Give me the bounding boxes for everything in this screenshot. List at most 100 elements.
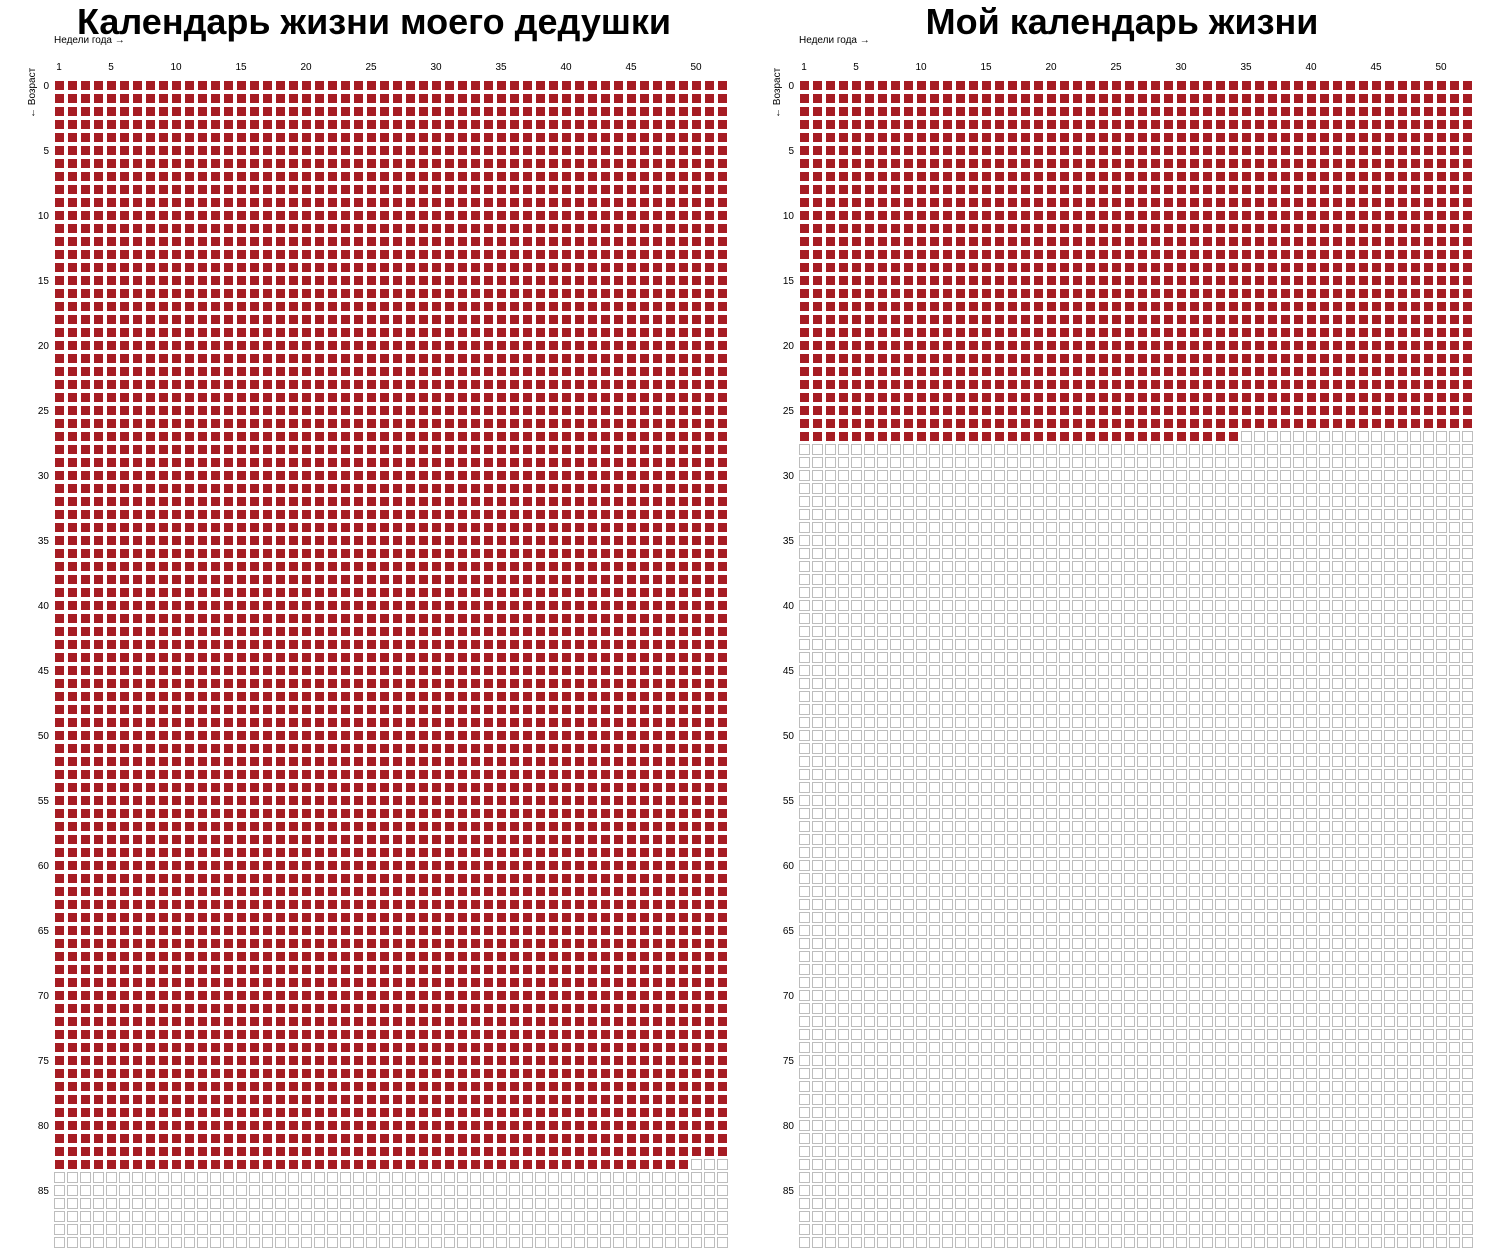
lived-week-cell	[67, 782, 78, 793]
lived-week-cell	[197, 717, 208, 728]
lived-week-cell	[327, 353, 338, 364]
lived-week-cell	[249, 80, 260, 91]
lived-week-cell	[54, 119, 65, 130]
future-week-cell	[600, 1198, 611, 1209]
lived-week-cell	[444, 652, 455, 663]
lived-week-cell	[145, 795, 156, 806]
lived-week-cell	[119, 548, 130, 559]
lived-week-cell	[522, 171, 533, 182]
lived-week-cell	[496, 184, 507, 195]
lived-week-cell	[405, 483, 416, 494]
lived-week-cell	[80, 1146, 91, 1157]
lived-week-cell	[457, 574, 468, 585]
lived-week-cell	[418, 1042, 429, 1053]
lived-week-cell	[665, 665, 676, 676]
lived-week-cell	[171, 275, 182, 286]
lived-week-cell	[574, 912, 585, 923]
lived-week-cell	[392, 1042, 403, 1053]
lived-week-cell	[392, 1055, 403, 1066]
lived-week-cell	[457, 93, 468, 104]
lived-week-cell	[275, 730, 286, 741]
lived-week-cell	[327, 522, 338, 533]
lived-week-cell	[119, 80, 130, 91]
lived-week-cell	[223, 262, 234, 273]
lived-week-cell	[1332, 93, 1343, 104]
lived-week-cell	[314, 730, 325, 741]
lived-week-cell	[704, 782, 715, 793]
lived-week-cell	[548, 1016, 559, 1027]
lived-week-cell	[210, 262, 221, 273]
lived-week-cell	[197, 379, 208, 390]
lived-week-cell	[548, 236, 559, 247]
lived-week-cell	[717, 639, 728, 650]
lived-week-cell	[314, 860, 325, 871]
lived-week-cell	[275, 847, 286, 858]
lived-week-cell	[470, 1081, 481, 1092]
lived-week-cell	[275, 626, 286, 637]
lived-week-cell	[574, 132, 585, 143]
lived-week-cell	[470, 587, 481, 598]
lived-week-cell	[613, 444, 624, 455]
lived-week-cell	[275, 418, 286, 429]
lived-week-cell	[119, 834, 130, 845]
lived-week-cell	[249, 132, 260, 143]
lived-week-cell	[522, 795, 533, 806]
lived-week-cell	[145, 1055, 156, 1066]
lived-week-cell	[483, 1146, 494, 1157]
lived-week-cell	[496, 1055, 507, 1066]
lived-week-cell	[418, 392, 429, 403]
future-week-cell	[236, 1172, 247, 1183]
lived-week-cell	[665, 548, 676, 559]
future-week-cell	[600, 1237, 611, 1248]
lived-week-cell	[145, 314, 156, 325]
lived-week-cell	[353, 249, 364, 260]
lived-week-cell	[691, 990, 702, 1001]
lived-week-cell	[678, 1068, 689, 1079]
lived-week-cell	[496, 821, 507, 832]
lived-week-cell	[470, 418, 481, 429]
lived-week-cell	[275, 392, 286, 403]
lived-week-cell	[587, 639, 598, 650]
lived-week-cell	[262, 1068, 273, 1079]
lived-week-cell	[1462, 93, 1473, 104]
lived-week-cell	[574, 1042, 585, 1053]
lived-week-cell	[678, 808, 689, 819]
lived-week-cell	[184, 496, 195, 507]
future-week-cell	[366, 1237, 377, 1248]
lived-week-cell	[691, 210, 702, 221]
lived-week-cell	[301, 860, 312, 871]
lived-week-cell	[236, 587, 247, 598]
lived-week-cell	[548, 223, 559, 234]
lived-week-cell	[223, 132, 234, 143]
future-week-cell	[457, 1198, 468, 1209]
lived-week-cell	[470, 132, 481, 143]
lived-week-cell	[626, 327, 637, 338]
lived-week-cell	[665, 639, 676, 650]
lived-week-cell	[327, 171, 338, 182]
lived-week-cell	[327, 119, 338, 130]
lived-week-cell	[548, 873, 559, 884]
lived-week-cell	[574, 249, 585, 260]
lived-week-cell	[548, 964, 559, 975]
lived-week-cell	[522, 1159, 533, 1170]
lived-week-cell	[262, 938, 273, 949]
lived-week-cell	[405, 691, 416, 702]
lived-week-cell	[470, 314, 481, 325]
lived-week-cell	[613, 886, 624, 897]
lived-week-cell	[496, 301, 507, 312]
lived-week-cell	[864, 93, 875, 104]
lived-week-cell	[483, 1068, 494, 1079]
lived-week-cell	[67, 821, 78, 832]
lived-week-cell	[548, 483, 559, 494]
lived-week-cell	[561, 834, 572, 845]
lived-week-cell	[665, 990, 676, 1001]
lived-week-cell	[80, 106, 91, 117]
future-week-cell	[704, 1224, 715, 1235]
lived-week-cell	[613, 249, 624, 260]
future-week-cell	[353, 1224, 364, 1235]
lived-week-cell	[184, 483, 195, 494]
lived-week-cell	[535, 808, 546, 819]
lived-week-cell	[665, 1081, 676, 1092]
lived-week-cell	[80, 444, 91, 455]
lived-week-cell	[1280, 80, 1291, 91]
